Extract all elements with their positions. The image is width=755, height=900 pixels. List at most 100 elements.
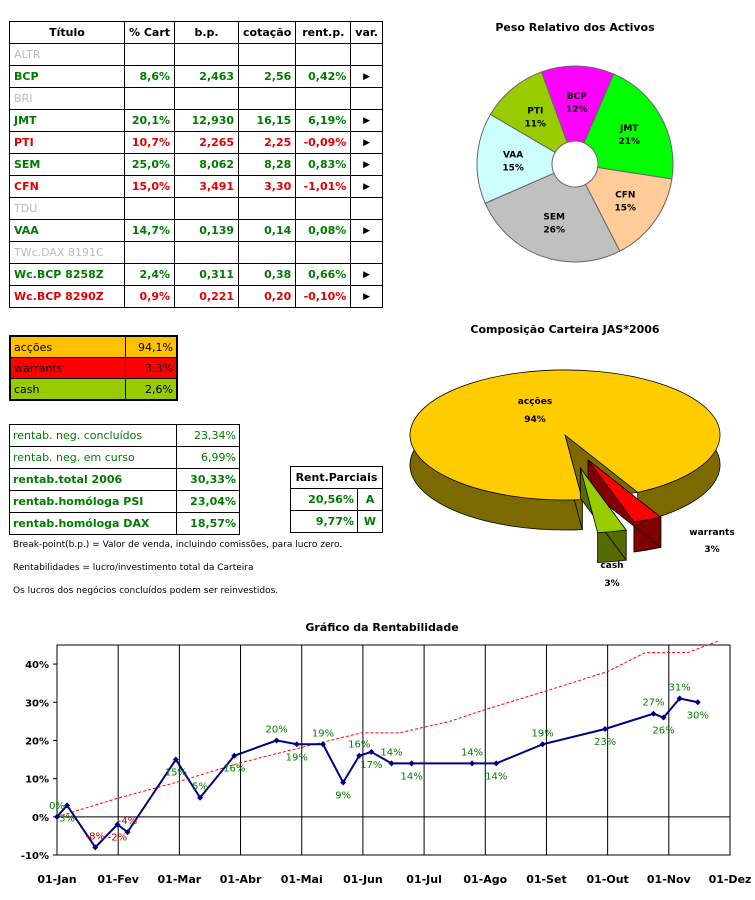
y-tick-label: 0% [32,813,49,824]
data-label: 14% [401,771,423,782]
data-label: -2% [108,832,127,843]
data-label: 26% [652,726,674,737]
x-tick-label: 01-Jul [406,873,442,886]
data-point [694,699,701,706]
data-point [273,737,280,744]
data-label: 3% [59,813,75,824]
cell-cotacao: 2,25 [238,131,297,154]
note-breakpoint: Break-point(b.p.) = Valor de venda, incl… [13,540,343,550]
pie1-slice-pti [489,71,568,154]
data-label: 27% [642,698,664,709]
data-point [64,802,71,809]
data-point [172,756,179,763]
pie2-label-name: acções [518,397,552,407]
pie2-label-value: 3% [604,579,619,589]
x-tick-label: 01-Nov [647,873,692,886]
data-label: -4% [118,816,137,827]
cell-titulo: Wc.BCP 8290Z [9,285,125,308]
allocation-value: 3,3% [125,357,178,379]
data-point [408,760,415,767]
cell-pct: 10,7% [123,131,176,154]
pie2-label-value: 94% [524,415,546,425]
cell-pct: 8,6% [123,65,176,88]
data-label: 5% [192,782,208,793]
pie1-slice-cfn [584,166,673,252]
table-row: SEM 25,0% 8,062 8,28 0,83% ▶ [9,153,383,176]
table-row: TDU [9,197,383,220]
data-point [54,813,60,820]
allocation-value: 94,1% [125,335,178,358]
pie2-slice-1 [587,459,662,553]
allocation-label: acções [9,335,126,358]
parciais-value: 9,77% [290,510,358,533]
data-label: 9% [335,790,351,801]
data-label: 30% [687,710,709,721]
pie1-label-value: 11% [525,119,547,129]
pie2-label-value: 3% [704,545,719,555]
pie1-label-name: BCP [567,92,587,102]
cell-rent: -0,10% [295,285,352,308]
pie2: acções 94% warrants 3% cash 3% [409,369,735,589]
x-tick-label: 01-Jan [37,873,76,886]
y-tick-label: 40% [25,660,49,671]
table-header-row: Título % Cart b.p. cotação rent.p. var. [9,21,383,44]
allocation-row: cash 2,6% [9,378,178,401]
rentab-value: 23,04% [176,490,240,513]
pie1-slice-jmt [583,73,674,180]
pie2-slice-top-cash [579,467,627,534]
cell-rent: -0,09% [295,131,352,154]
pie1-label-name: JMT [619,124,639,134]
benchmark-line [56,640,719,818]
pie2-slice-0 [409,369,721,531]
data-label: 20% [266,724,288,735]
data-point [231,752,238,759]
rentab-row: rentab.homóloga DAX 18,57% [9,512,240,535]
table-row: CFN 15,0% 3,491 3,30 -1,01% ▶ [9,175,383,198]
col-rent: rent.p. [295,21,352,44]
portfolio-table: Título % Cart b.p. cotação rent.p. var. … [9,21,383,308]
x-tick-label: 01-Mar [158,873,202,886]
cell-titulo: CFN [9,175,125,198]
allocation-label: cash [9,378,126,401]
data-label: 14% [461,747,483,758]
table-row: Wc.BCP 8258Z 2,4% 0,311 0,38 0,66% ▶ [9,263,383,286]
parciais-tag: W [357,510,383,533]
data-label: 16% [223,764,245,775]
cell-bp: 2,463 [174,65,240,88]
data-point [356,752,363,759]
cell-rent: 0,08% [295,219,352,242]
x-tick-label: 01-Jun [343,873,383,886]
y-tick-label: 30% [25,698,49,709]
data-point [388,760,395,767]
data-label: 19% [286,752,308,763]
pie1-label-value: 15% [502,163,524,173]
pie1-label-name: CFN [615,190,635,200]
table-row: BRI [9,87,383,110]
line-title: Gráfico da Rentabilidade [305,621,458,634]
pie2-title: Composição Carteira JAS*2006 [470,323,660,336]
rentab-row: rentab.total 2006 30,33% [9,468,240,491]
rentab-label: rentab.homóloga DAX [9,512,177,535]
x-tick-label: 01-Out [586,873,628,886]
x-tick-label: 01-Dez [709,873,752,886]
data-label: 16% [348,740,370,751]
rentab-table: rentab. neg. concluídos 23,34% rentab. neg… [9,424,240,535]
x-tick-label: 01-Set [526,873,567,886]
data-label: 19% [312,728,334,739]
data-label: 17% [360,760,382,771]
pie2-slice-2 [579,466,627,564]
pie1: BCP 12% JMT 21% CFN 15% SEM 26% VAA 15% PTI 11% [476,65,674,263]
rentab-value: 23,34% [176,424,240,447]
y-tick-label: 20% [25,736,49,747]
pie2-slice-top-acções [409,369,721,501]
var-arrow-icon: ▶ [350,285,383,308]
table-row: PTI 10,7% 2,265 2,25 -0,09% ▶ [9,131,383,154]
allocation-row: acções 94,1% [9,335,178,358]
pie1-label-name: PTI [527,106,543,116]
cell-rent: -1,01% [295,175,352,198]
data-label: 14% [380,747,402,758]
data-label: 31% [669,682,691,693]
allocation-value: 2,6% [125,378,178,401]
cell-cotacao: 0,20 [238,285,297,308]
note-lucros: Os lucros dos negócios concluídos podem … [13,586,279,596]
